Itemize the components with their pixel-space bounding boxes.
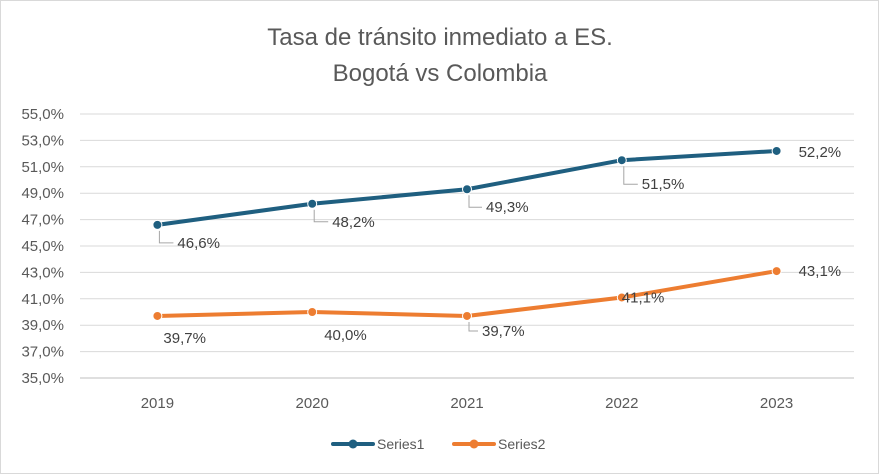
data-point <box>152 310 163 321</box>
y-tick-label: 53,0% <box>21 132 64 149</box>
data-label-leader <box>468 195 482 208</box>
x-tick-label: 2022 <box>605 395 638 412</box>
chart-title: Tasa de tránsito inmediato a ES. Bogotá … <box>267 24 613 87</box>
legend-item-series2: Series2 <box>452 436 546 452</box>
data-label-leader <box>313 209 329 223</box>
y-tick-label: 39,0% <box>21 317 64 334</box>
y-tick-label: 37,0% <box>21 344 64 361</box>
series-lines <box>152 145 782 321</box>
data-point <box>616 155 627 166</box>
legend-label: Series2 <box>498 436 546 452</box>
data-label: 51,5% <box>642 176 685 193</box>
data-point <box>307 198 318 209</box>
x-tick-label: 2019 <box>141 395 174 412</box>
data-label: 46,6% <box>177 235 220 252</box>
data-point <box>616 292 627 303</box>
y-tick-label: 35,0% <box>21 370 64 387</box>
legend-item-series1: Series1 <box>331 436 425 452</box>
data-label: 39,7% <box>482 323 525 340</box>
y-tick-label: 55,0% <box>21 106 64 123</box>
chart-title-line-1: Tasa de tránsito inmediato a ES. <box>267 24 613 51</box>
x-tick-label: 2020 <box>296 395 329 412</box>
y-tick-label: 43,0% <box>21 264 64 281</box>
data-label-leader <box>158 230 174 244</box>
data-label: 40,0% <box>324 327 367 344</box>
data-label: 48,2% <box>332 214 375 231</box>
data-point <box>771 145 782 156</box>
x-tick-label: 2021 <box>450 395 483 412</box>
y-tick-label: 47,0% <box>21 212 64 229</box>
data-label: 39,7% <box>163 330 206 347</box>
legend-swatch-marker <box>348 439 358 449</box>
x-tick-label: 2023 <box>760 395 793 412</box>
data-label: 43,1% <box>799 263 842 280</box>
data-point <box>771 266 782 277</box>
data-label: 41,1% <box>622 289 665 306</box>
data-labels: 46,6% 48,2% 49,3% 51,5% 52,2% 39,7% 40,0% 39,7%… <box>158 144 842 347</box>
legend: Series1 Series2 <box>331 436 546 452</box>
data-point <box>152 219 163 230</box>
data-label-leader <box>468 321 478 332</box>
data-point <box>462 310 472 321</box>
y-tick-label: 51,0% <box>21 159 64 176</box>
chart-title-line-2: Bogotá vs Colombia <box>333 60 548 87</box>
data-point <box>307 307 318 317</box>
data-label: 49,3% <box>486 199 529 216</box>
data-label-leader <box>623 166 638 185</box>
y-tick-label: 49,0% <box>21 185 64 202</box>
legend-swatch-marker <box>469 439 479 449</box>
series-line-series2 <box>155 269 779 318</box>
x-axis-tick-labels: 2019 2020 2021 2022 2023 <box>141 395 794 412</box>
y-tick-label: 41,0% <box>21 291 64 308</box>
data-point <box>462 184 472 195</box>
data-label: 52,2% <box>799 144 842 161</box>
y-tick-label: 45,0% <box>21 238 64 255</box>
y-axis-tick-labels: 35,0% 37,0% 39,0% 41,0% 43,0% 45,0% 47,0% 49,0%… <box>21 106 64 387</box>
legend-label: Series1 <box>377 436 425 452</box>
